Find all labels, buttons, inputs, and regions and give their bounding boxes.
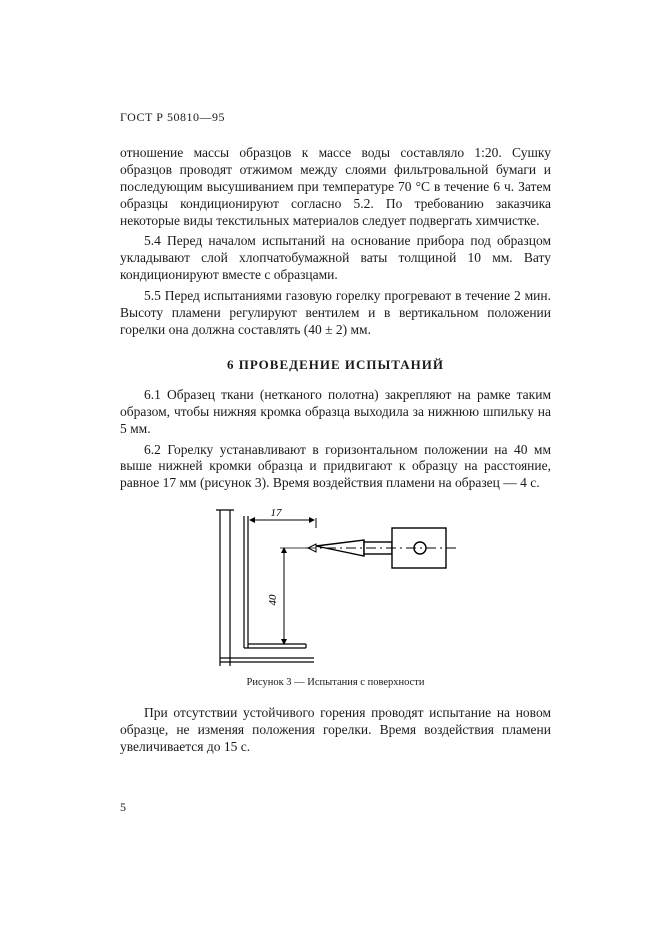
- dimension-17-label: 17: [270, 508, 282, 519]
- section-6-title: 6 ПРОВЕДЕНИЕ ИСПЫТАНИЙ: [120, 357, 551, 373]
- figure-3-diagram: 17 40: [196, 508, 476, 668]
- paragraph-5-3-cont: отношение массы образцов к массе воды со…: [120, 145, 551, 229]
- dimension-40-label: 40: [267, 594, 279, 606]
- sample-sheet: [220, 516, 314, 662]
- paragraph-6-1: 6.1 Образец ткани (нетканого полотна) за…: [120, 387, 551, 438]
- burner: [306, 528, 456, 568]
- page-number: 5: [120, 800, 126, 815]
- dimension-40: [280, 548, 316, 644]
- paragraph-after-figure: При отсутствии устойчивого горения прово…: [120, 705, 551, 756]
- figure-3-caption: Рисунок 3 — Испытания с поверхности: [120, 676, 551, 689]
- paragraph-5-4: 5.4 Перед началом испытаний на основание…: [120, 233, 551, 284]
- doc-header: ГОСТ Р 50810—95: [120, 110, 551, 125]
- dimension-17: [248, 518, 316, 528]
- paragraph-6-2: 6.2 Горелку устанавливают в горизонтальн…: [120, 442, 551, 493]
- paragraph-5-5: 5.5 Перед испытаниями газовую горелку пр…: [120, 288, 551, 339]
- frame-rail: [216, 510, 234, 666]
- page: ГОСТ Р 50810—95 отношение массы образцов…: [0, 0, 661, 935]
